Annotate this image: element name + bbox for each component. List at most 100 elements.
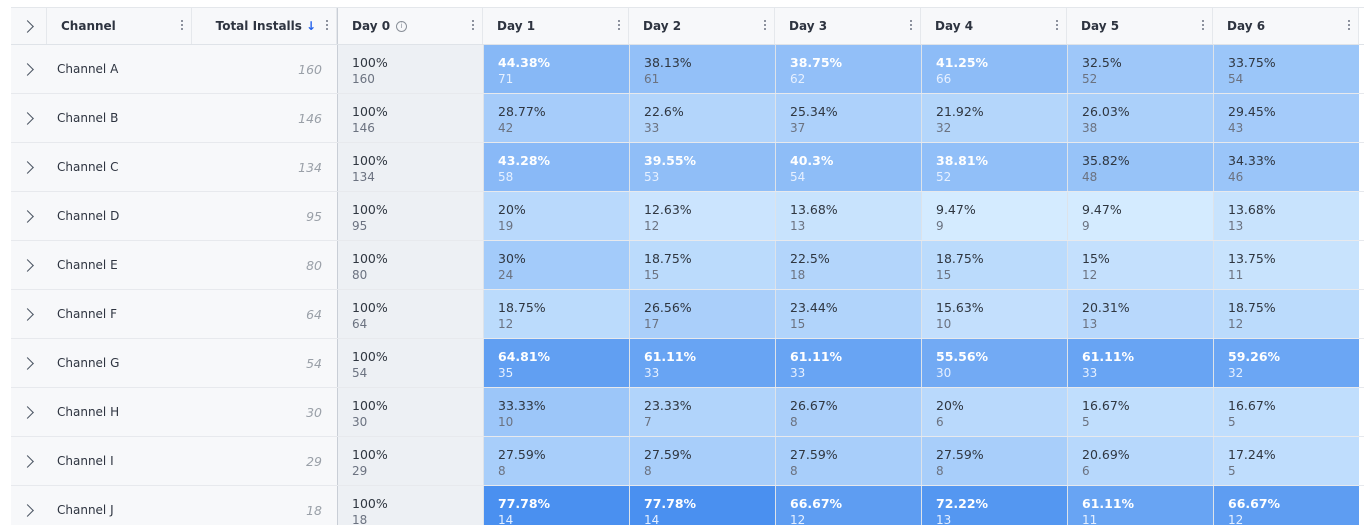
expand-row-button[interactable] [11,45,46,93]
expand-all-button[interactable] [11,8,46,44]
day-5-cell: 61.11% 33 [1067,339,1213,387]
expand-row-button[interactable] [11,388,46,436]
expand-row-button[interactable] [11,339,46,387]
table-row[interactable]: Channel A 160 100% 160 44.38% 71 38.13% 61 38.75… [11,45,1364,94]
retention-count: 80 [352,268,368,282]
retention-percent: 100% [352,398,388,413]
table-row[interactable]: Channel C 134 100% 134 43.28% 58 39.55% 53 40.3%… [11,143,1364,192]
table-row[interactable]: Channel F 64 100% 64 18.75% 12 26.56% 17 23.44% 1… [11,290,1364,339]
retention-percent: 33.75% [1228,55,1276,70]
column-header-label: Day 3 [789,19,828,33]
column-header-day-4[interactable]: Day 4 [921,8,1067,44]
retention-percent: 61.11% [1082,496,1135,511]
column-menu-icon[interactable] [1344,18,1354,32]
column-header-label: Channel [61,19,116,33]
retention-count: 62 [790,72,806,86]
expand-row-button[interactable] [11,290,46,338]
retention-percent: 18.75% [1228,300,1276,315]
column-header-day-6[interactable]: Day 6 [1213,8,1359,44]
day-1-cell: 28.77% 42 [483,94,629,142]
chevron-right-icon [20,62,34,76]
info-icon[interactable]: i [396,20,408,32]
retention-percent: 100% [352,55,388,70]
retention-count: 11 [1082,513,1098,525]
column-header-total-installs[interactable]: Total Installs ↓ [192,8,337,44]
retention-count: 146 [352,121,375,135]
expand-row-button[interactable] [11,143,46,191]
sort-descending-icon[interactable]: ↓ [305,19,316,33]
column-menu-icon[interactable] [906,18,916,32]
retention-count: 30 [352,415,368,429]
table-row[interactable]: Channel D 95 100% 95 20% 19 12.63% 12 13.68% 13 9.… [11,192,1364,241]
total-installs-cell: 95 [192,192,337,240]
column-menu-icon[interactable] [1052,18,1062,32]
day-2-cell: 77.78% 14 [629,486,775,525]
total-installs-cell: 64 [192,290,337,338]
retention-percent: 64.81% [498,349,551,364]
retention-count: 54 [1228,72,1244,86]
retention-percent: 20.31% [1082,300,1130,315]
column-header-day-1[interactable]: Day 1 [483,8,629,44]
day-0-cell: 100% 30 [337,388,483,436]
retention-percent: 23.33% [644,398,692,413]
day-0-cell: 100% 54 [337,339,483,387]
retention-count: 33 [644,366,660,380]
retention-count: 13 [1228,219,1244,233]
retention-count: 5 [1228,415,1236,429]
column-header-day-0[interactable]: Day 0 i [337,8,483,44]
expand-row-button[interactable] [11,192,46,240]
retention-percent: 13.68% [790,202,838,217]
column-menu-icon[interactable] [468,18,478,32]
retention-count: 9 [1082,219,1090,233]
retention-percent: 59.26% [1228,349,1281,364]
channel-cell: Channel D [46,192,192,240]
column-menu-icon[interactable] [1198,18,1208,32]
table-row[interactable]: Channel G 54 100% 54 64.81% 35 61.11% 33 61.11% 3… [11,339,1364,388]
day-5-cell: 16.67% 5 [1067,388,1213,436]
column-menu-icon[interactable] [760,18,770,32]
expand-row-button[interactable] [11,94,46,142]
column-header-day-5[interactable]: Day 5 [1067,8,1213,44]
retention-percent: 26.67% [790,398,838,413]
column-menu-icon[interactable] [177,18,187,32]
retention-percent: 20% [498,202,526,217]
day-3-cell: 66.67% 12 [775,486,921,525]
retention-percent: 9.47% [936,202,976,217]
channel-cell: Channel B [46,94,192,142]
retention-count: 24 [498,268,514,282]
column-header-day-2[interactable]: Day 2 [629,8,775,44]
table-row[interactable]: Channel I 29 100% 29 27.59% 8 27.59% 8 27.59% 8 27… [11,437,1364,486]
day-2-cell: 18.75% 15 [629,241,775,289]
retention-count: 19 [498,219,514,233]
day-3-cell: 61.11% 33 [775,339,921,387]
day-5-cell: 9.47% 9 [1067,192,1213,240]
retention-percent: 43.28% [498,153,551,168]
retention-percent: 25.34% [790,104,838,119]
table-row[interactable]: Channel E 80 100% 80 30% 24 18.75% 15 22.5% 18 18.… [11,241,1364,290]
day-3-cell: 27.59% 8 [775,437,921,485]
day-4-cell: 41.25% 66 [921,45,1067,93]
retention-count: 29 [352,464,368,478]
retention-percent: 33.33% [498,398,546,413]
column-header-channel[interactable]: Channel [46,8,192,44]
day-2-cell: 38.13% 61 [629,45,775,93]
retention-count: 46 [1228,170,1244,184]
retention-count: 18 [790,268,806,282]
chevron-right-icon [20,258,34,272]
retention-count: 8 [790,464,798,478]
table-row[interactable]: Channel J 18 100% 18 77.78% 14 77.78% 14 66.67% 1… [11,486,1364,525]
expand-row-button[interactable] [11,486,46,525]
retention-percent: 100% [352,251,388,266]
retention-count: 95 [352,219,368,233]
column-header-day-3[interactable]: Day 3 [775,8,921,44]
expand-row-button[interactable] [11,241,46,289]
expand-row-button[interactable] [11,437,46,485]
day-6-cell: 18.75% 12 [1213,290,1359,338]
day-4-cell: 21.92% 32 [921,94,1067,142]
table-row[interactable]: Channel B 146 100% 146 28.77% 42 22.6% 33 25.34%… [11,94,1364,143]
table-row[interactable]: Channel H 30 100% 30 33.33% 10 23.33% 7 26.67% 8 2… [11,388,1364,437]
day-1-cell: 43.28% 58 [483,143,629,191]
column-menu-icon[interactable] [614,18,624,32]
column-menu-icon[interactable] [322,18,332,32]
chevron-right-icon [20,209,34,223]
